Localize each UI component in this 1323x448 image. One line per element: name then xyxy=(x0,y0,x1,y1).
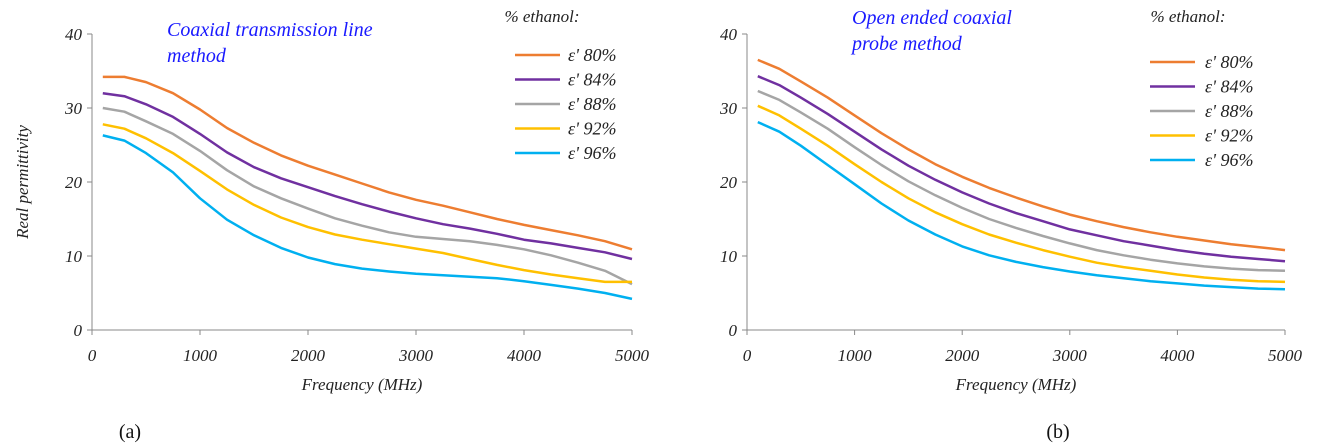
series-line-4 xyxy=(757,120,1286,291)
x-tick-label: 4000 xyxy=(1160,346,1195,365)
x-tick-label: 0 xyxy=(743,346,752,365)
chart-panel-a: 0 10 20 30 40 0 1000 2000 3000 4000 5000 Frequency … xyxy=(13,7,650,443)
x-tick-label: 0 xyxy=(88,346,97,365)
series-line-1 xyxy=(102,91,633,261)
x-tick-label: 1000 xyxy=(183,346,218,365)
x-axis-title: Frequency (MHz) xyxy=(301,375,423,394)
panel-label: (a) xyxy=(119,421,141,443)
legend-label-4: ε' 96% xyxy=(568,143,616,163)
legend-title: % ethanol: xyxy=(504,7,579,26)
y-tick-label: 0 xyxy=(74,321,83,340)
legend-label-1: ε' 84% xyxy=(568,70,616,90)
y-tick-label: 10 xyxy=(720,247,738,266)
legend: % ethanol: ε' 80% ε' 84% ε' 88% ε' 92% ε' 96% xyxy=(1150,7,1253,170)
legend-label-2: ε' 88% xyxy=(1205,101,1253,121)
series-line-3 xyxy=(757,104,1286,284)
series-line-1 xyxy=(757,75,1286,263)
y-tick-label: 20 xyxy=(720,173,738,192)
x-tick-label: 4000 xyxy=(507,346,542,365)
y-tick-label: 0 xyxy=(729,321,738,340)
legend-label-3: ε' 92% xyxy=(1205,126,1253,146)
panel-label: (b) xyxy=(1046,421,1069,443)
x-axis-title: Frequency (MHz) xyxy=(955,375,1077,394)
legend-label-0: ε' 80% xyxy=(1205,52,1253,72)
x-tick-label: 3000 xyxy=(1052,346,1088,365)
y-tick-label: 20 xyxy=(65,173,83,192)
series-line-2 xyxy=(757,89,1286,273)
x-tick-label: 5000 xyxy=(615,346,650,365)
y-tick-label: 30 xyxy=(64,99,83,118)
legend: % ethanol: ε' 80% ε' 84% ε' 88% ε' 92% ε' 96% xyxy=(504,7,616,163)
series-line-0 xyxy=(102,75,633,251)
legend-label-0: ε' 80% xyxy=(568,45,616,65)
legend-label-3: ε' 92% xyxy=(568,119,616,139)
series-line-0 xyxy=(757,58,1286,252)
x-tick-label: 2000 xyxy=(945,346,980,365)
x-tick-label: 2000 xyxy=(291,346,326,365)
chart-title: Open ended coaxial probe method xyxy=(850,7,1012,55)
series-line-3 xyxy=(102,123,632,284)
legend-label-1: ε' 84% xyxy=(1205,77,1253,97)
y-tick-label: 40 xyxy=(720,25,738,44)
series-line-4 xyxy=(102,134,633,301)
series-line-2 xyxy=(102,106,633,286)
x-tick-label: 3000 xyxy=(398,346,434,365)
y-tick-label: 30 xyxy=(719,99,738,118)
x-tick-label: 1000 xyxy=(838,346,873,365)
y-tick-label: 10 xyxy=(65,247,83,266)
legend-label-2: ε' 88% xyxy=(568,94,616,114)
legend-title: % ethanol: xyxy=(1150,7,1225,26)
legend-label-4: ε' 96% xyxy=(1205,150,1253,170)
y-axis-title: Real permittivity xyxy=(13,125,32,240)
y-tick-label: 40 xyxy=(65,25,83,44)
chart-panel-b: 0 10 20 30 40 0 1000 2000 3000 4000 5000 Frequency … xyxy=(719,7,1303,443)
x-tick-label: 5000 xyxy=(1268,346,1303,365)
chart-title: Coaxial transmission line method xyxy=(167,19,373,67)
